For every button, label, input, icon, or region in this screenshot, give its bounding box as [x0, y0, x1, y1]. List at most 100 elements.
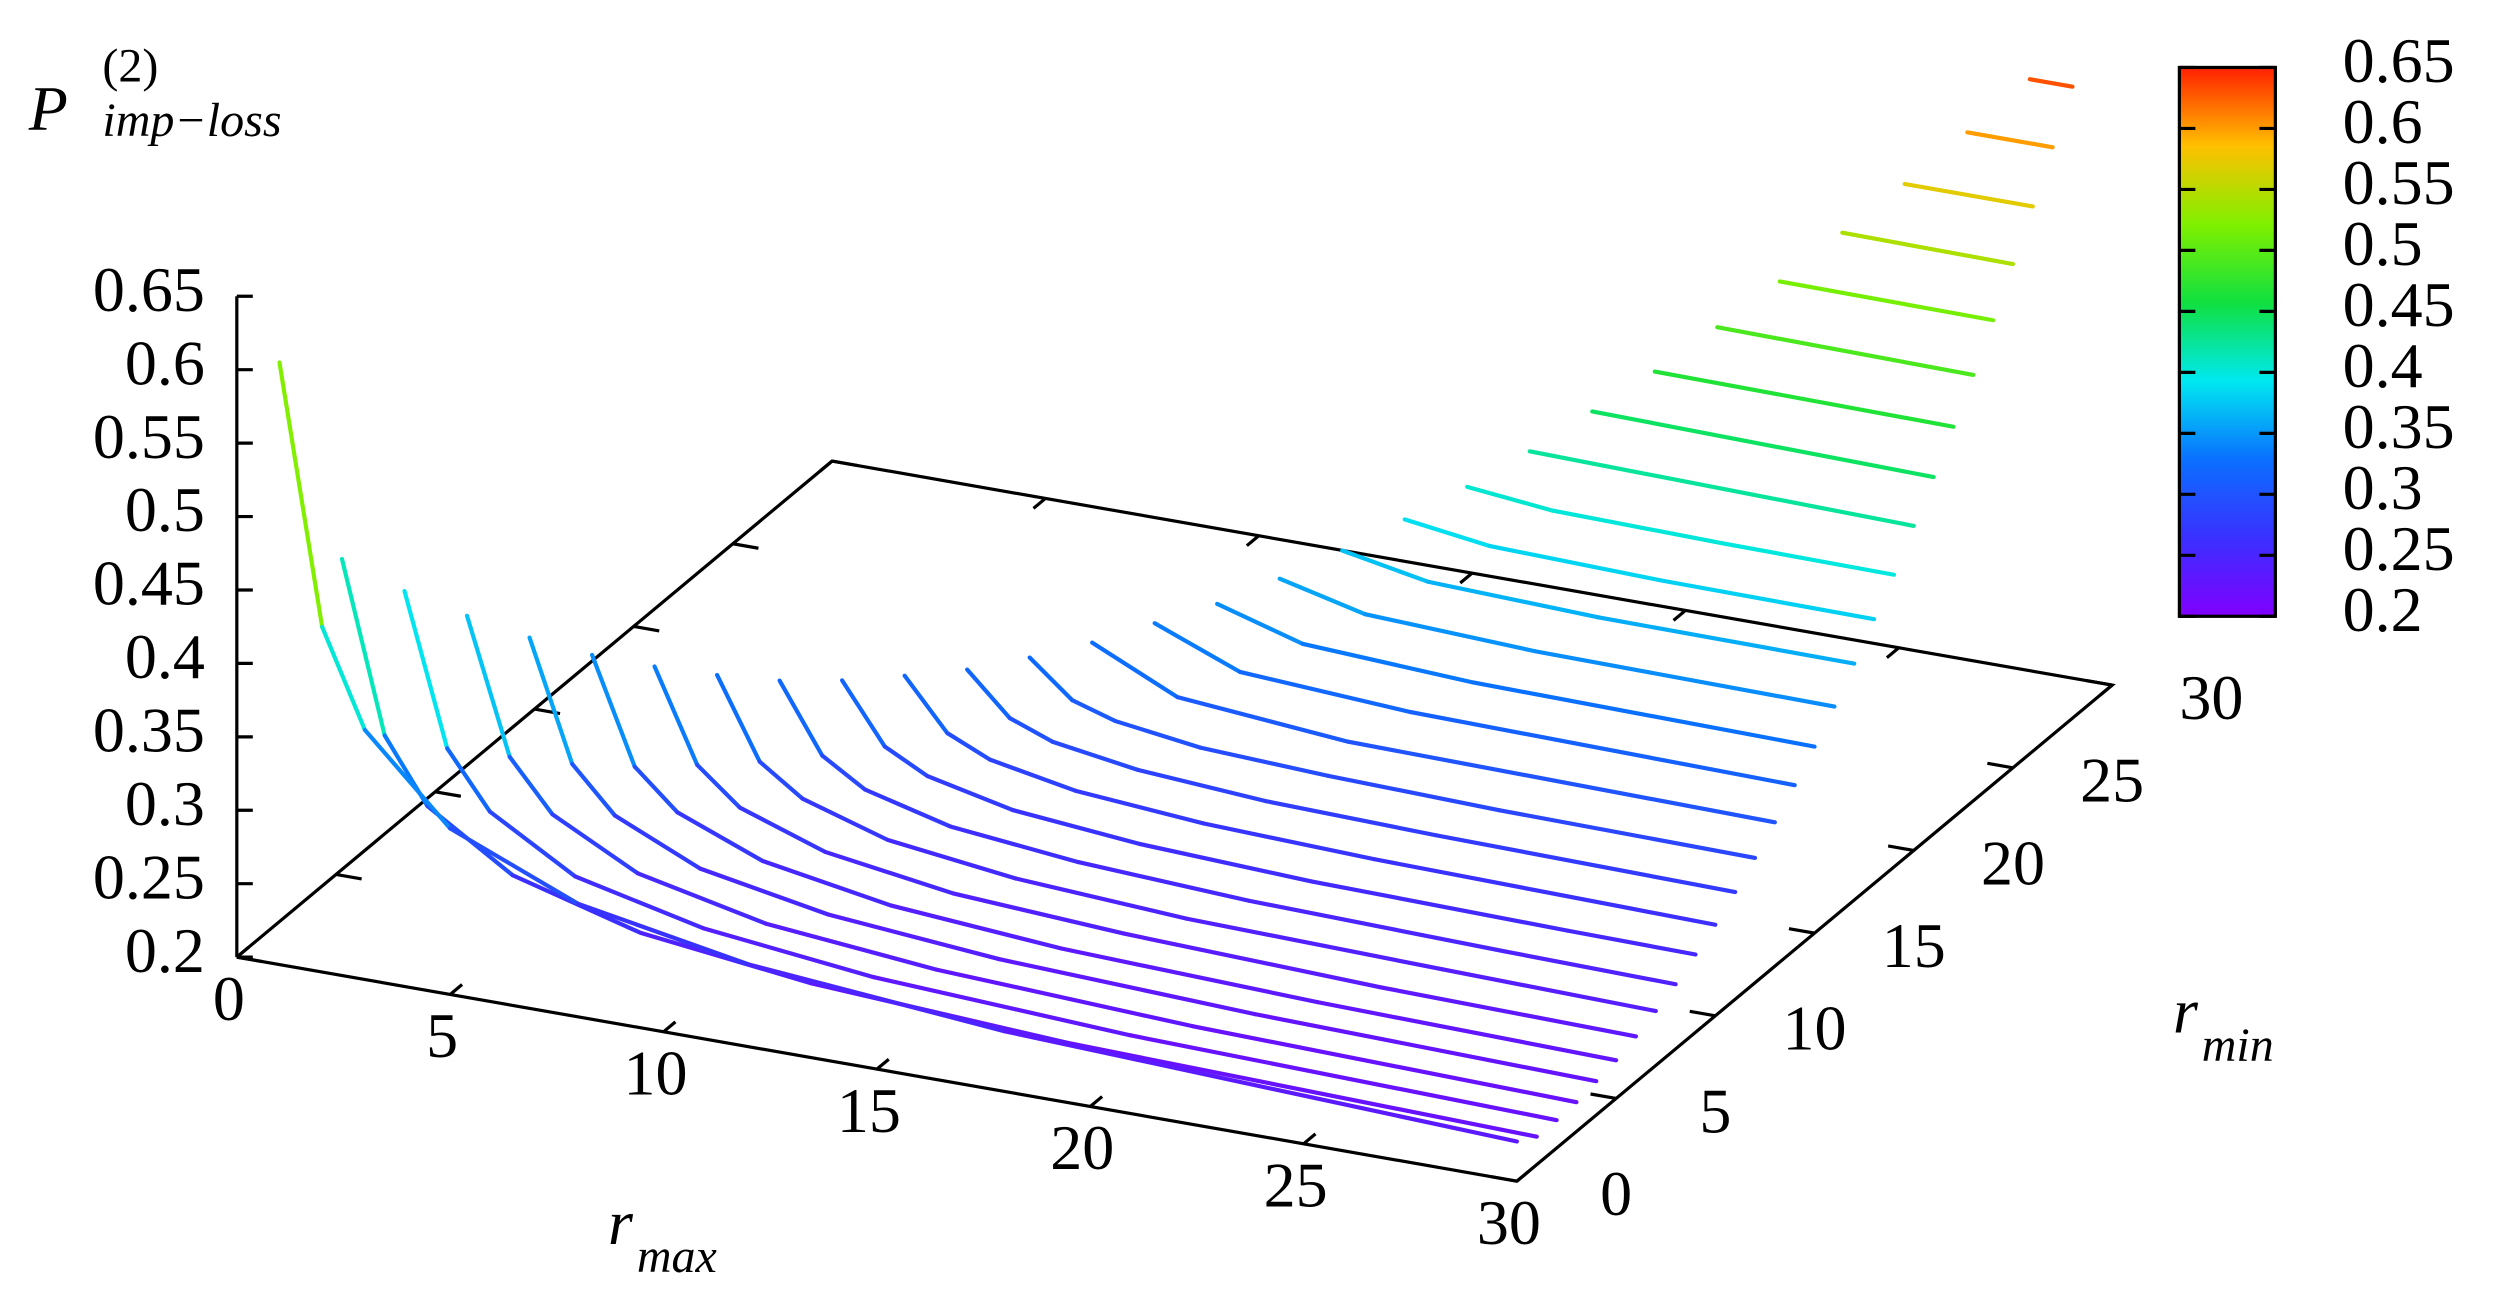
colorbar-tick-label: 0.4	[2343, 330, 2423, 401]
curve-segment	[701, 926, 876, 980]
curve-segment	[527, 635, 575, 767]
colorbar	[2177, 65, 2277, 618]
curve-segment	[487, 809, 578, 879]
curve-segment	[996, 956, 1258, 1017]
curve-segment	[612, 813, 703, 871]
x-tick-label: 5	[426, 1000, 458, 1071]
x-tick	[1032, 497, 1047, 510]
y-tick	[1491, 1175, 1518, 1183]
curve-segment	[448, 826, 581, 906]
curve-segment	[1050, 739, 1140, 772]
y-tick	[1887, 844, 1915, 853]
curve-segment	[1315, 1000, 1619, 1063]
curve-segment	[589, 652, 637, 769]
curve-segment	[1527, 449, 1916, 528]
z-tick-label: 0.4	[125, 621, 205, 692]
curve-segment	[1010, 807, 1143, 847]
x-tick	[819, 459, 834, 473]
x-tick-label: 10	[624, 1037, 688, 1108]
colorbar-tick-label: 0.25	[2343, 513, 2455, 584]
y-label-sub: min	[2202, 1019, 2274, 1072]
curve-segment	[1073, 788, 1206, 826]
y-tick	[236, 955, 263, 964]
x-tick	[1459, 571, 1474, 585]
x-tick	[662, 1020, 677, 1034]
curve-segment	[1112, 718, 1203, 750]
curve-segment	[1300, 641, 1476, 685]
curve-segment	[934, 967, 1195, 1029]
curve-segment	[573, 874, 706, 931]
curve-segment	[362, 727, 453, 831]
curve-segment	[1059, 946, 1320, 1005]
curve-segment	[1184, 916, 1445, 972]
curve-segment	[1471, 680, 1817, 749]
x-tick-label: 15	[837, 1075, 901, 1146]
y-tick-label: 0	[1600, 1158, 1632, 1229]
z-tick-label: 0.65	[93, 254, 205, 325]
floor-box	[235, 459, 2116, 1183]
curve-segment	[698, 866, 831, 917]
curve-segment	[1346, 739, 1777, 825]
curve-segment	[1596, 615, 1857, 666]
z-tick-label: 0.35	[93, 695, 205, 766]
x-tick	[235, 945, 250, 959]
curve-segment	[1121, 931, 1383, 990]
x-tick	[1089, 1095, 1104, 1108]
colorbar-tick-label: 0.65	[2343, 25, 2455, 96]
colorbar-tick-label: 0.2	[2343, 574, 2423, 645]
x-tick	[1515, 1169, 1530, 1183]
curve-segment	[925, 773, 1015, 813]
curve-segment	[948, 824, 1081, 865]
z-tick-label: 0.25	[93, 841, 205, 912]
y-tick	[1689, 1009, 1716, 1018]
curve-segment	[570, 761, 617, 818]
colorbar-tick-label: 0.3	[2343, 452, 2423, 523]
curve-segment	[1277, 576, 1368, 617]
curve-segment	[840, 678, 887, 749]
curve-segment	[826, 912, 1001, 962]
curve-segment	[1215, 601, 1305, 646]
curve-segment	[339, 556, 387, 738]
curve-segment	[823, 849, 956, 896]
colorbar-tick-label: 0.35	[2343, 391, 2455, 462]
z-tick-label: 0.3	[125, 768, 205, 839]
colorbar-tick-label: 0.6	[2343, 86, 2423, 157]
x-tick	[1302, 1132, 1317, 1146]
curve-segment	[2027, 77, 2075, 89]
curve-segment	[965, 667, 1012, 721]
curve-segment	[737, 805, 828, 855]
curve-segment	[1198, 745, 1331, 778]
curve-segment	[695, 762, 742, 810]
curve-segment	[277, 360, 325, 630]
curve-segment	[777, 678, 825, 758]
curve-segment	[1377, 985, 1639, 1039]
x-tick	[1885, 646, 1900, 659]
x-tick	[1245, 534, 1260, 547]
x-tick	[1672, 609, 1687, 622]
curve-segment	[1013, 876, 1189, 921]
y-tick-label: 25	[2080, 745, 2144, 816]
curve-segment	[714, 672, 762, 764]
curve-segment	[1777, 279, 1996, 323]
curve-segment	[1465, 484, 1555, 513]
curve-segment	[746, 962, 1007, 1034]
curve-segment	[1175, 695, 1351, 744]
curve-segment	[1070, 698, 1118, 724]
curve-segment	[1721, 541, 1896, 577]
curve-segment	[1252, 1012, 1599, 1084]
curve-segment	[1002, 1029, 1520, 1144]
curve-segment	[1434, 833, 1738, 895]
y-tick	[633, 624, 660, 633]
curve-segment	[1135, 767, 1268, 804]
curve-segment	[1237, 669, 1413, 715]
curve-segment	[675, 810, 765, 864]
curve-segment	[1326, 773, 1502, 813]
curve-segment	[882, 744, 930, 779]
curve-segment	[1201, 821, 1377, 862]
curve-segment	[1371, 857, 1633, 911]
y-tick	[434, 790, 462, 798]
curve-segment	[1715, 325, 1976, 378]
y-tick	[831, 459, 858, 468]
curve-segment	[1840, 230, 2016, 267]
x-label-sub: max	[637, 1230, 717, 1283]
